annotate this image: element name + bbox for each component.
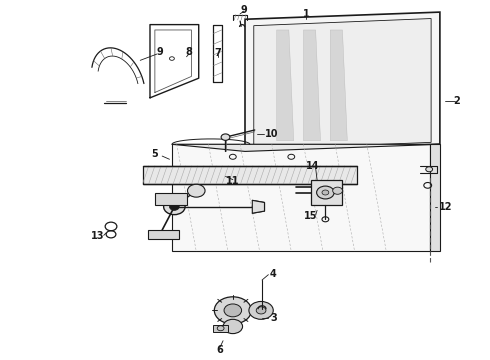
Text: 4: 4 [270,269,277,279]
Polygon shape [254,18,431,149]
Polygon shape [330,30,347,141]
Text: 5: 5 [151,149,158,159]
Polygon shape [172,144,430,251]
Polygon shape [147,230,179,239]
Circle shape [214,297,251,324]
Circle shape [221,134,230,140]
Text: 6: 6 [216,345,223,355]
Polygon shape [303,30,320,141]
Polygon shape [430,144,440,251]
Polygon shape [213,325,228,332]
Circle shape [256,307,266,314]
Text: 7: 7 [215,48,221,58]
Circle shape [333,187,343,194]
Text: 14: 14 [305,161,319,171]
Polygon shape [311,180,343,205]
Circle shape [164,199,185,215]
Text: 1: 1 [302,9,309,19]
Polygon shape [245,12,440,152]
Text: 3: 3 [270,312,277,323]
Text: 15: 15 [304,211,318,221]
Circle shape [249,301,273,319]
Circle shape [322,190,329,195]
Circle shape [188,184,205,197]
Polygon shape [252,201,265,213]
Polygon shape [277,30,294,141]
Text: 9: 9 [240,5,247,15]
Polygon shape [155,193,187,205]
Text: 8: 8 [186,47,193,57]
Text: 2: 2 [454,96,460,107]
Text: 12: 12 [439,202,452,212]
Circle shape [170,203,179,210]
Circle shape [426,167,433,172]
Circle shape [223,319,243,334]
Polygon shape [143,166,357,184]
Text: 11: 11 [226,176,240,186]
Text: 13: 13 [91,231,104,242]
Text: 10: 10 [265,129,278,139]
Circle shape [317,186,334,199]
Text: 9: 9 [156,47,163,57]
Polygon shape [172,144,440,152]
Circle shape [224,304,242,317]
